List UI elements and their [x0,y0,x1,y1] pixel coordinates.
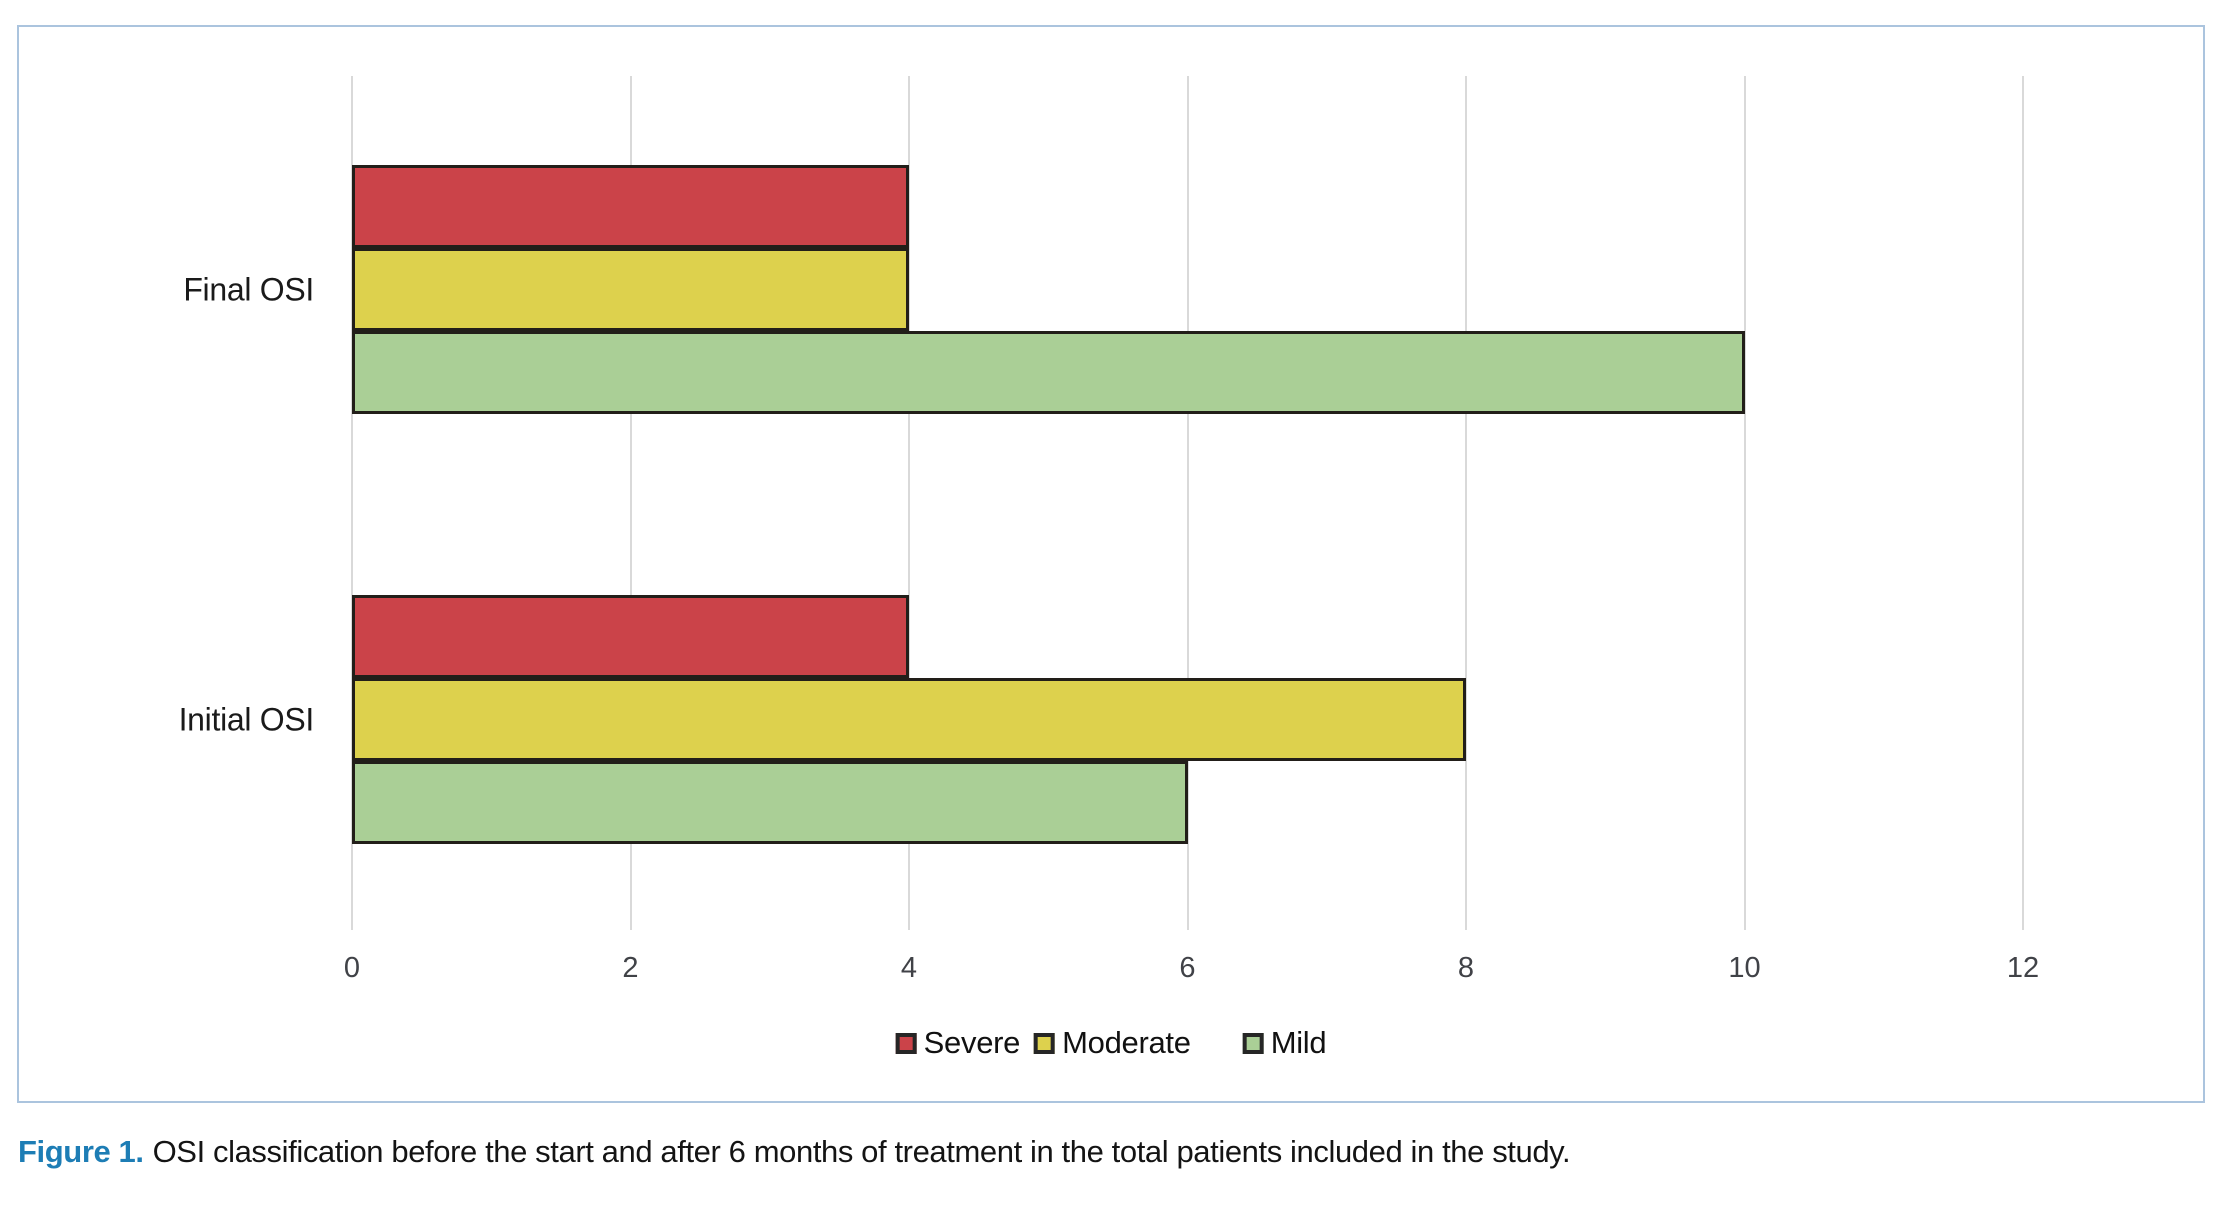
gridline [629,76,632,930]
gridline [1465,76,1467,930]
legend-marker-severe [895,1032,917,1054]
gridline [1186,76,1189,930]
bar-initial-osi-moderate [352,678,1466,761]
legend-label-severe: Severe [923,1025,1021,1060]
x-tick-label: 12 [2006,952,2040,984]
bar-final-osi-moderate [352,248,909,331]
gridline [351,76,353,930]
gridline [908,76,910,930]
bar-initial-osi-mild [352,761,1188,844]
legend-marker-mild [1242,1032,1264,1054]
category-label-initial-osi: Initial OSI [178,701,315,737]
chart-panel: 0 2 4 6 8 10 12 Final OSI Initial OSI Severe Mode… [17,25,2205,1103]
x-tick-label: 6 [1179,952,1196,984]
legend-item-mild: Mild [1242,1025,1327,1061]
legend-label-moderate: Moderate [1062,1025,1191,1060]
legend-item-severe: Severe [895,1025,1021,1061]
figure-caption-text: OSI classification before the start and … [152,1134,1571,1169]
legend: Severe Moderate Mild [895,1025,1327,1061]
x-tick-label: 4 [900,952,918,984]
bar-final-osi-mild [352,331,1745,414]
x-tick-label: 10 [1728,952,1761,984]
legend-item-moderate: Moderate [1034,1025,1191,1061]
bar-initial-osi-severe [352,595,909,678]
x-tick-label: 0 [343,952,361,984]
category-label-final-osi: Final OSI [183,271,314,307]
x-tick-label: 8 [1457,952,1475,984]
legend-label-mild: Mild [1270,1025,1327,1060]
bar-final-osi-severe [352,165,909,248]
x-tick-label: 2 [622,952,639,984]
figure-caption: Figure 1. OSI classification before the s… [18,1134,1571,1170]
gridline [2022,76,2024,930]
gridline [1743,76,1746,930]
figure-caption-label: Figure 1. [18,1134,144,1169]
plot-area: 0 2 4 6 8 10 12 Final OSI Initial OSI [19,27,2203,1101]
legend-marker-moderate [1034,1032,1056,1054]
